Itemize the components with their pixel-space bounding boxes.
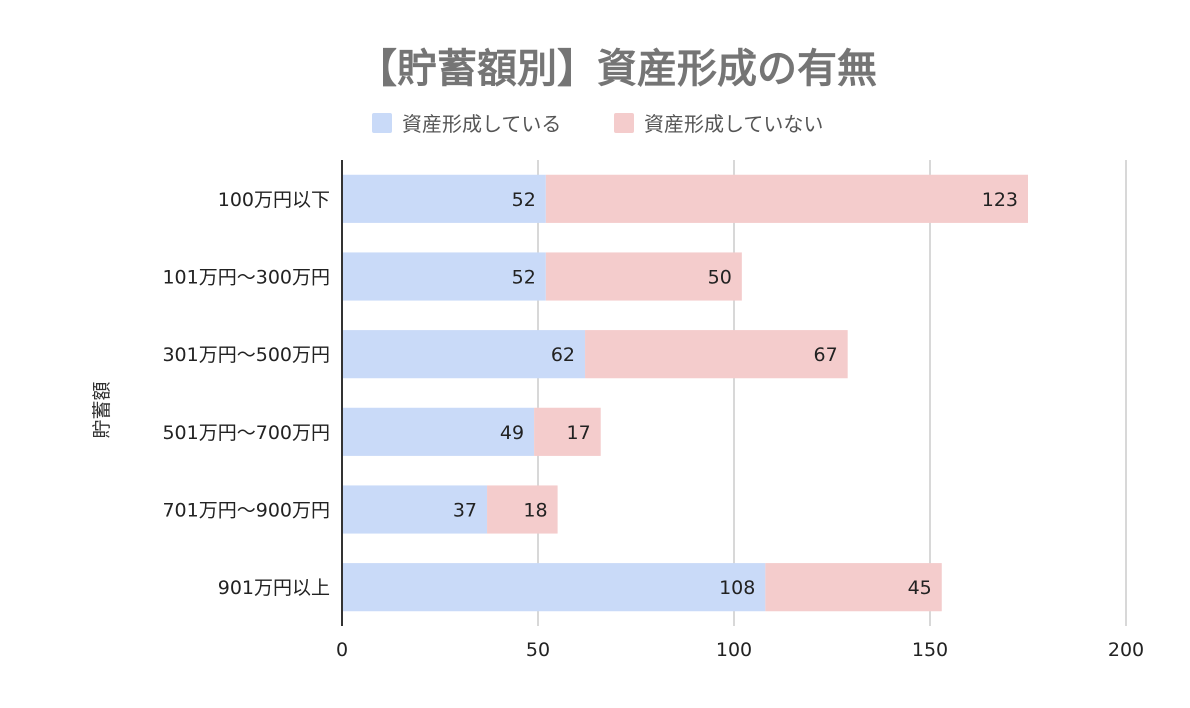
data-label-series-1-2: 62 (551, 344, 575, 366)
category-labels: 100万円以下 101万円〜300万円 301万円〜500万円 501万円〜700万円… (162, 189, 330, 599)
chart-title: 【貯蓄額別】資産形成の有無 (357, 46, 877, 92)
bar-series-2-0 (545, 174, 1028, 223)
legend-label-series-2: 資産形成していない (644, 112, 823, 136)
data-label-series-1-5: 108 (719, 577, 755, 599)
x-tick-label-0: 0 (336, 639, 348, 661)
bars: 52 123 52 50 62 67 49 17 37 18 108 45 (342, 174, 1028, 612)
bar-series-2-1 (545, 252, 742, 301)
data-label-series-2-2: 67 (813, 344, 837, 366)
legend: 資産形成している 資産形成していない (372, 112, 823, 136)
category-label-4: 701万円〜900万円 (162, 500, 330, 522)
data-label-series-2-5: 45 (908, 577, 932, 599)
category-label-2: 301万円〜500万円 (162, 344, 330, 366)
legend-swatch-series-2 (614, 113, 634, 133)
x-tick-label-4: 200 (1108, 639, 1144, 661)
bar-series-2-4 (487, 485, 558, 534)
bar-series-1-5 (342, 563, 766, 612)
data-label-series-1-4: 37 (453, 500, 477, 522)
x-tick-label-2: 100 (716, 639, 752, 661)
bar-series-1-2 (342, 330, 586, 379)
legend-label-series-1: 資産形成している (402, 112, 561, 136)
data-label-series-2-3: 17 (567, 422, 591, 444)
bar-series-2-3 (534, 407, 601, 456)
category-label-3: 501万円〜700万円 (162, 422, 330, 444)
data-label-series-2-1: 50 (708, 267, 732, 289)
data-label-series-2-0: 123 (982, 189, 1018, 211)
bar-series-1-4 (342, 485, 488, 534)
x-tick-label-1: 50 (526, 639, 550, 661)
bar-series-1-3 (342, 407, 535, 456)
bar-series-1-0 (342, 174, 546, 223)
category-label-0: 100万円以下 (218, 189, 330, 211)
data-label-series-2-4: 18 (523, 500, 547, 522)
data-label-series-1-3: 49 (500, 422, 524, 444)
bar-series-1-1 (342, 252, 546, 301)
legend-swatch-series-1 (372, 113, 392, 133)
x-tick-labels: 0 50 100 150 200 (336, 639, 1144, 661)
data-label-series-1-1: 52 (512, 267, 536, 289)
data-label-series-1-0: 52 (512, 189, 536, 211)
bar-series-2-5 (765, 563, 942, 612)
x-tick-label-3: 150 (912, 639, 948, 661)
bar-series-2-2 (585, 330, 848, 379)
category-label-5: 901万円以上 (218, 577, 330, 599)
y-axis-title: 貯蓄額 (91, 381, 113, 438)
category-label-1: 101万円〜300万円 (162, 267, 330, 289)
gridlines (537, 160, 1127, 626)
